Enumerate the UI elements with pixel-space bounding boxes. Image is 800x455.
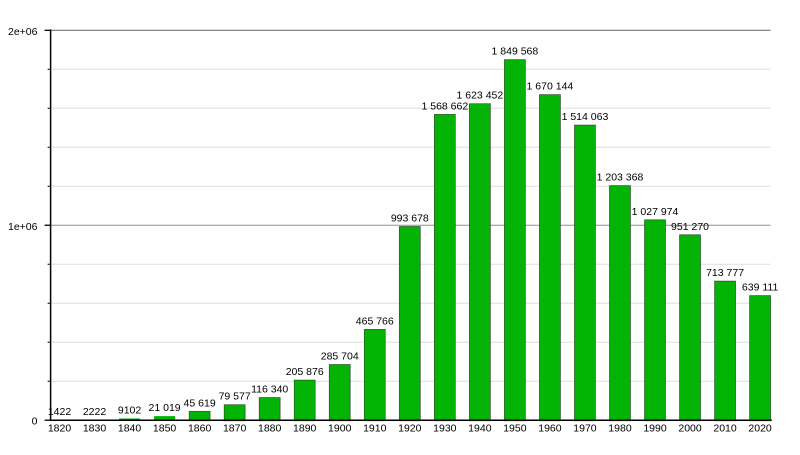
svg-text:2010: 2010 <box>713 422 737 434</box>
svg-text:1970: 1970 <box>573 422 597 434</box>
svg-text:1880: 1880 <box>258 422 282 434</box>
svg-text:2e+06: 2e+06 <box>8 26 38 38</box>
svg-text:1910: 1910 <box>363 422 387 434</box>
svg-text:1 849 568: 1 849 568 <box>492 46 539 58</box>
svg-text:79 577: 79 577 <box>219 391 251 403</box>
svg-text:1930: 1930 <box>433 422 457 434</box>
svg-text:1 623 452: 1 623 452 <box>457 90 504 102</box>
svg-text:1850: 1850 <box>153 422 177 434</box>
svg-text:0: 0 <box>32 416 38 428</box>
svg-text:116 340: 116 340 <box>251 384 288 396</box>
svg-text:713 777: 713 777 <box>706 267 744 279</box>
svg-text:9102: 9102 <box>118 404 142 416</box>
svg-text:21 019: 21 019 <box>149 402 181 414</box>
svg-text:1950: 1950 <box>503 422 527 434</box>
svg-text:1860: 1860 <box>188 422 212 434</box>
svg-text:1960: 1960 <box>538 422 562 434</box>
svg-text:951 270: 951 270 <box>671 221 709 233</box>
svg-text:2020: 2020 <box>748 422 772 434</box>
svg-text:1422: 1422 <box>48 406 72 418</box>
svg-text:1940: 1940 <box>468 422 492 434</box>
svg-text:1 568 662: 1 568 662 <box>421 100 468 112</box>
svg-text:1900: 1900 <box>328 422 352 434</box>
svg-text:2000: 2000 <box>678 422 702 434</box>
svg-text:1820: 1820 <box>48 422 72 434</box>
svg-text:1 027 974: 1 027 974 <box>632 206 679 218</box>
svg-text:1 514 063: 1 514 063 <box>562 111 609 123</box>
svg-text:1840: 1840 <box>118 422 142 434</box>
svg-text:1 670 144: 1 670 144 <box>527 81 574 93</box>
svg-text:45 619: 45 619 <box>184 397 216 409</box>
svg-text:1890: 1890 <box>293 422 317 434</box>
svg-text:465 766: 465 766 <box>356 315 394 327</box>
svg-text:1990: 1990 <box>643 422 667 434</box>
svg-text:285 704: 285 704 <box>321 351 359 363</box>
svg-text:1e+06: 1e+06 <box>8 221 38 233</box>
svg-text:1870: 1870 <box>223 422 247 434</box>
svg-text:1 203 368: 1 203 368 <box>597 172 644 184</box>
svg-text:1980: 1980 <box>608 422 632 434</box>
svg-text:993 678: 993 678 <box>391 212 429 224</box>
svg-text:205 876: 205 876 <box>286 366 324 378</box>
svg-text:1920: 1920 <box>398 422 422 434</box>
svg-text:1830: 1830 <box>83 422 107 434</box>
svg-text:2222: 2222 <box>83 406 107 418</box>
svg-text:639 111: 639 111 <box>742 282 779 294</box>
